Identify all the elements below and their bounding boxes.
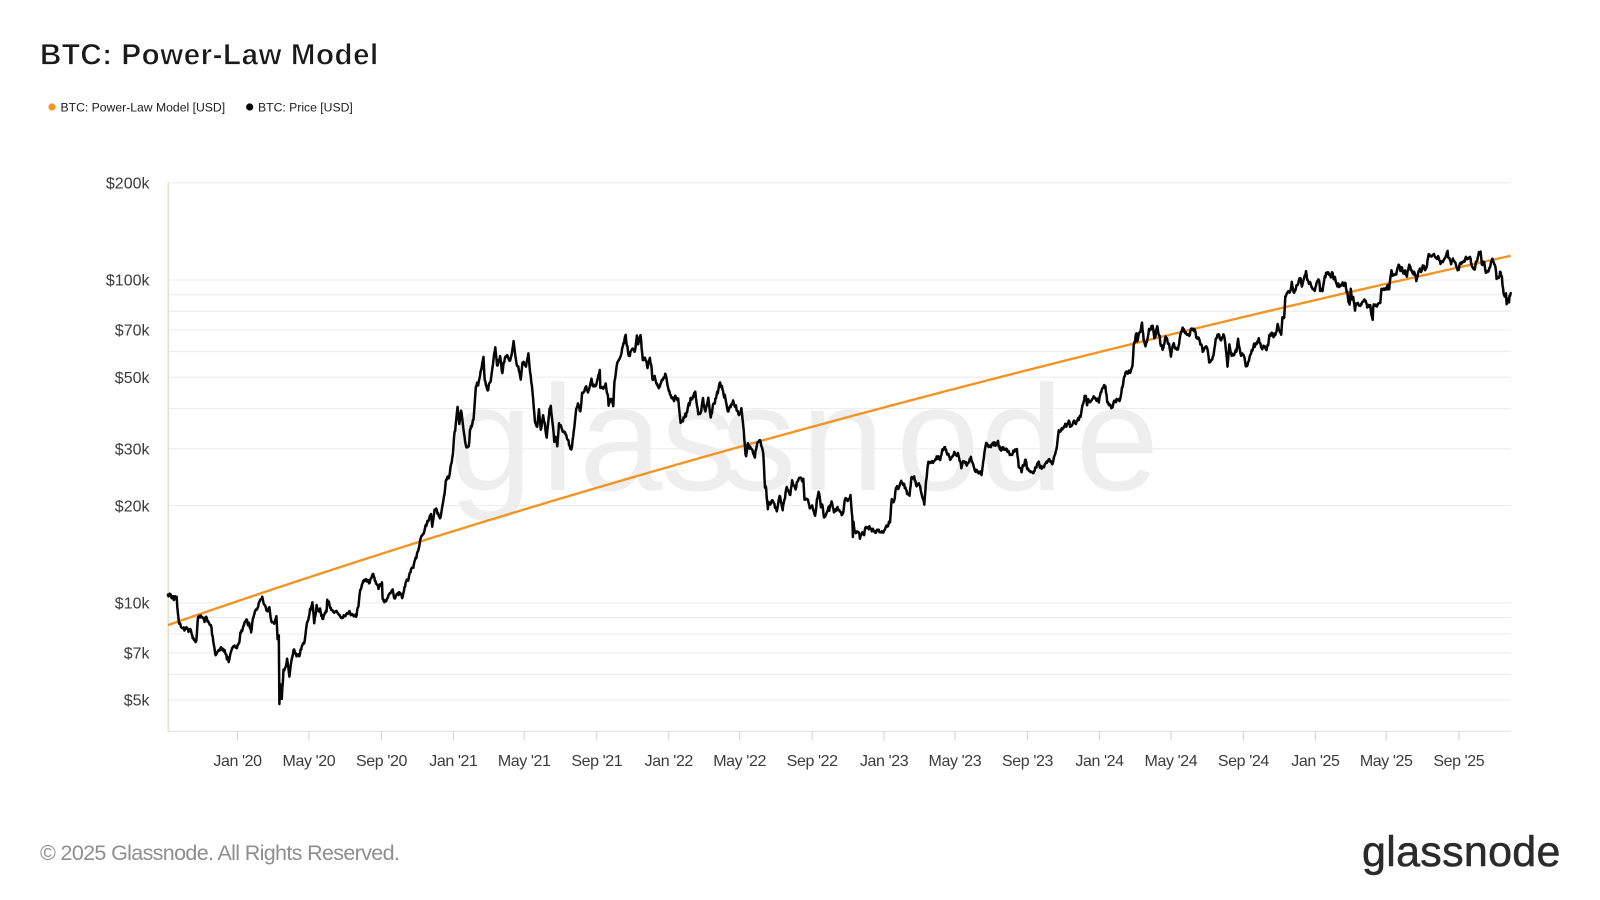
svg-text:$70k: $70k: [115, 323, 151, 340]
svg-text:Jan '22: Jan '22: [645, 753, 694, 770]
svg-text:May '23: May '23: [929, 753, 982, 770]
svg-text:BTC: Power-Law Model [USD]: BTC: Power-Law Model [USD]: [61, 100, 226, 114]
svg-text:$30k: $30k: [115, 442, 151, 459]
svg-text:$10k: $10k: [115, 596, 151, 613]
svg-text:Sep '24: Sep '24: [1218, 753, 1269, 770]
svg-text:Jan '24: Jan '24: [1075, 753, 1124, 770]
svg-text:May '22: May '22: [713, 753, 766, 770]
svg-text:$100k: $100k: [106, 273, 151, 290]
svg-text:May '20: May '20: [283, 753, 336, 770]
svg-text:$200k: $200k: [106, 176, 151, 193]
svg-text:Sep '21: Sep '21: [571, 753, 622, 770]
svg-text:Jan '20: Jan '20: [213, 753, 262, 770]
svg-text:May '21: May '21: [498, 753, 551, 770]
svg-text:May '24: May '24: [1145, 753, 1198, 770]
svg-text:BTC: Power-Law Model: BTC: Power-Law Model: [40, 39, 379, 72]
svg-text:Jan '25: Jan '25: [1291, 753, 1340, 770]
svg-text:$7k: $7k: [124, 646, 151, 663]
svg-text:$5k: $5k: [124, 693, 151, 710]
svg-text:$20k: $20k: [115, 498, 151, 515]
svg-text:Jan '23: Jan '23: [860, 753, 909, 770]
svg-text:May '25: May '25: [1360, 753, 1413, 770]
svg-text:glassnode: glassnode: [1362, 828, 1561, 876]
svg-text:Sep '20: Sep '20: [356, 753, 407, 770]
svg-text:Jan '21: Jan '21: [429, 753, 478, 770]
svg-text:Sep '23: Sep '23: [1002, 753, 1053, 770]
svg-text:Sep '22: Sep '22: [787, 753, 838, 770]
svg-text:Sep '25: Sep '25: [1433, 753, 1484, 770]
svg-text:© 2025 Glassnode. All Rights R: © 2025 Glassnode. All Rights Reserved.: [40, 841, 399, 865]
svg-text:$50k: $50k: [115, 370, 151, 387]
svg-text:BTC: Price [USD]: BTC: Price [USD]: [258, 100, 353, 114]
